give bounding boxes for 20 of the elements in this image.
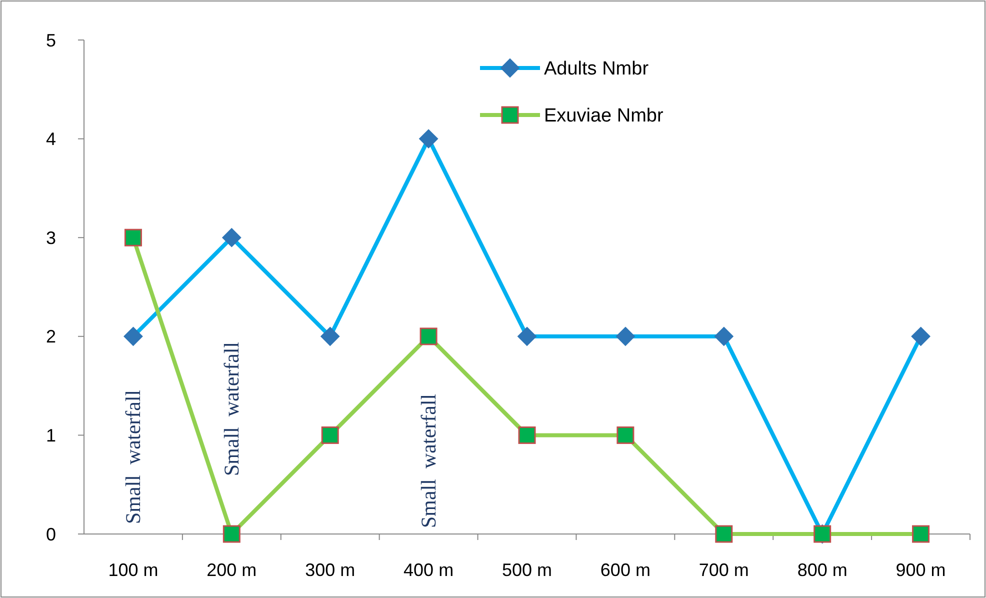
x-tick-label: 400 m xyxy=(404,560,454,580)
y-tick-label: 1 xyxy=(46,426,56,446)
y-tick-label: 4 xyxy=(46,129,56,150)
x-tick-label: 500 m xyxy=(502,560,552,580)
x-tick-label: 900 m xyxy=(896,560,946,580)
y-tick-label: 2 xyxy=(46,326,56,347)
x-tick-label: 100 m xyxy=(108,560,158,580)
y-tick-label: 5 xyxy=(46,30,56,50)
legend-label: Exuviae Nmbr xyxy=(544,106,664,127)
x-tick-label: 300 m xyxy=(305,560,356,580)
x-tick-label: 700 m xyxy=(698,560,749,580)
legend-label: Adults Nmbr xyxy=(544,58,650,80)
x-tick-label: 200 m xyxy=(206,560,257,580)
x-tick-label: 600 m xyxy=(600,560,650,580)
annotation: Small waterfall xyxy=(416,394,441,528)
x-tick-label: 800 m xyxy=(797,560,848,580)
y-tick-label: 3 xyxy=(46,228,56,248)
annotation: Small waterfall xyxy=(121,390,146,524)
annotation: Small waterfall xyxy=(220,342,244,476)
y-tick-label: 0 xyxy=(46,524,56,544)
